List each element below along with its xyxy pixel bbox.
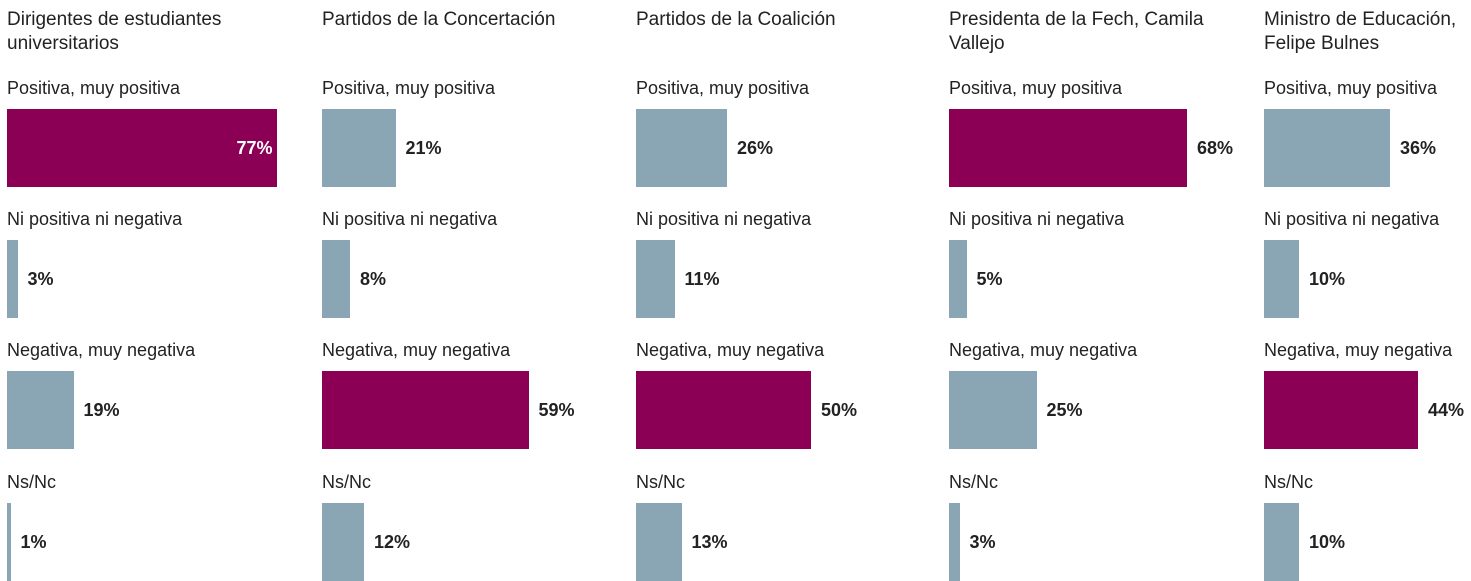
panel-title: Ministro de Educación, Felipe Bulnes	[1264, 9, 1457, 54]
bar	[1264, 503, 1299, 581]
category-label: Negativa, muy negativa	[1264, 340, 1453, 360]
bar	[7, 240, 18, 318]
category-label: Ns/Nc	[949, 472, 998, 492]
value-label: 11%	[684, 269, 720, 289]
value-label: 25%	[1046, 400, 1083, 420]
value-label: 36%	[1400, 138, 1437, 158]
value-label: 50%	[821, 400, 858, 420]
category-label: Positiva, muy positiva	[1264, 78, 1438, 98]
bar	[636, 503, 682, 581]
bar	[1264, 240, 1299, 318]
category-label: Ni positiva ni negativa	[636, 209, 812, 229]
category-label: Ns/Nc	[636, 472, 685, 492]
category-label: Positiva, muy positiva	[636, 78, 810, 98]
category-label: Positiva, muy positiva	[949, 78, 1123, 98]
value-label: 77%	[236, 138, 273, 158]
bar	[322, 371, 529, 449]
bar	[1264, 371, 1418, 449]
value-label: 10%	[1309, 532, 1346, 552]
category-label: Ni positiva ni negativa	[949, 209, 1125, 229]
bar	[636, 240, 675, 318]
value-label: 3%	[27, 269, 54, 289]
value-label: 59%	[538, 400, 575, 420]
value-label: 26%	[737, 138, 774, 158]
panel-title: Partidos de la Coalición	[636, 9, 836, 30]
bar	[7, 371, 74, 449]
bar	[1264, 109, 1390, 187]
value-label: 5%	[976, 269, 1003, 289]
panel-title: Presidenta de la Fech, Camila Vallejo	[949, 9, 1204, 54]
value-label: 21%	[405, 138, 442, 158]
value-label: 44%	[1428, 400, 1465, 420]
category-label: Negativa, muy negativa	[636, 340, 825, 360]
bar	[636, 109, 727, 187]
category-label: Positiva, muy positiva	[322, 78, 496, 98]
category-label: Ns/Nc	[7, 472, 56, 492]
category-label: Negativa, muy negativa	[7, 340, 196, 360]
bar	[322, 109, 396, 187]
category-label: Ni positiva ni negativa	[1264, 209, 1440, 229]
category-label: Negativa, muy negativa	[949, 340, 1138, 360]
category-label: Ni positiva ni negativa	[7, 209, 183, 229]
value-label: 3%	[969, 532, 996, 552]
value-label: 12%	[374, 532, 411, 552]
value-label: 1%	[20, 532, 47, 552]
value-label: 13%	[691, 532, 728, 552]
value-label: 19%	[83, 400, 120, 420]
category-label: Ns/Nc	[322, 472, 371, 492]
bar	[949, 503, 960, 581]
bar	[636, 371, 811, 449]
bar	[949, 109, 1187, 187]
bar	[322, 503, 364, 581]
value-label: 8%	[360, 269, 387, 289]
bar	[949, 240, 967, 318]
category-label: Ns/Nc	[1264, 472, 1313, 492]
bar	[322, 240, 350, 318]
bar	[949, 371, 1037, 449]
bar	[7, 109, 277, 187]
category-label: Negativa, muy negativa	[322, 340, 511, 360]
value-label: 68%	[1197, 138, 1234, 158]
panel-title: Partidos de la Concertación	[322, 9, 556, 30]
bar	[7, 503, 11, 581]
category-label: Positiva, muy positiva	[7, 78, 181, 98]
panel-title: Dirigentes de estudiantes universitarios	[7, 9, 222, 54]
category-label: Ni positiva ni negativa	[322, 209, 498, 229]
value-label: 10%	[1309, 269, 1346, 289]
